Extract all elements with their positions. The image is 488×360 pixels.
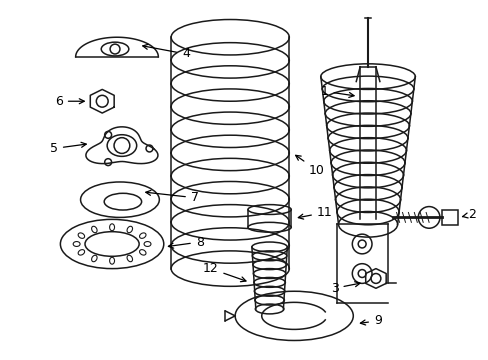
Text: 8: 8 — [168, 235, 203, 248]
Text: 12: 12 — [202, 262, 245, 282]
Bar — [441, 210, 457, 225]
Text: 6: 6 — [55, 95, 84, 108]
Text: 5: 5 — [50, 142, 86, 155]
Text: 4: 4 — [142, 44, 189, 60]
Text: 3: 3 — [330, 282, 359, 295]
Text: 9: 9 — [360, 314, 381, 327]
Text: 7: 7 — [145, 190, 199, 204]
Text: 10: 10 — [295, 155, 324, 177]
Text: 2: 2 — [462, 208, 475, 221]
Text: 11: 11 — [298, 206, 332, 219]
Text: 1: 1 — [320, 85, 353, 98]
